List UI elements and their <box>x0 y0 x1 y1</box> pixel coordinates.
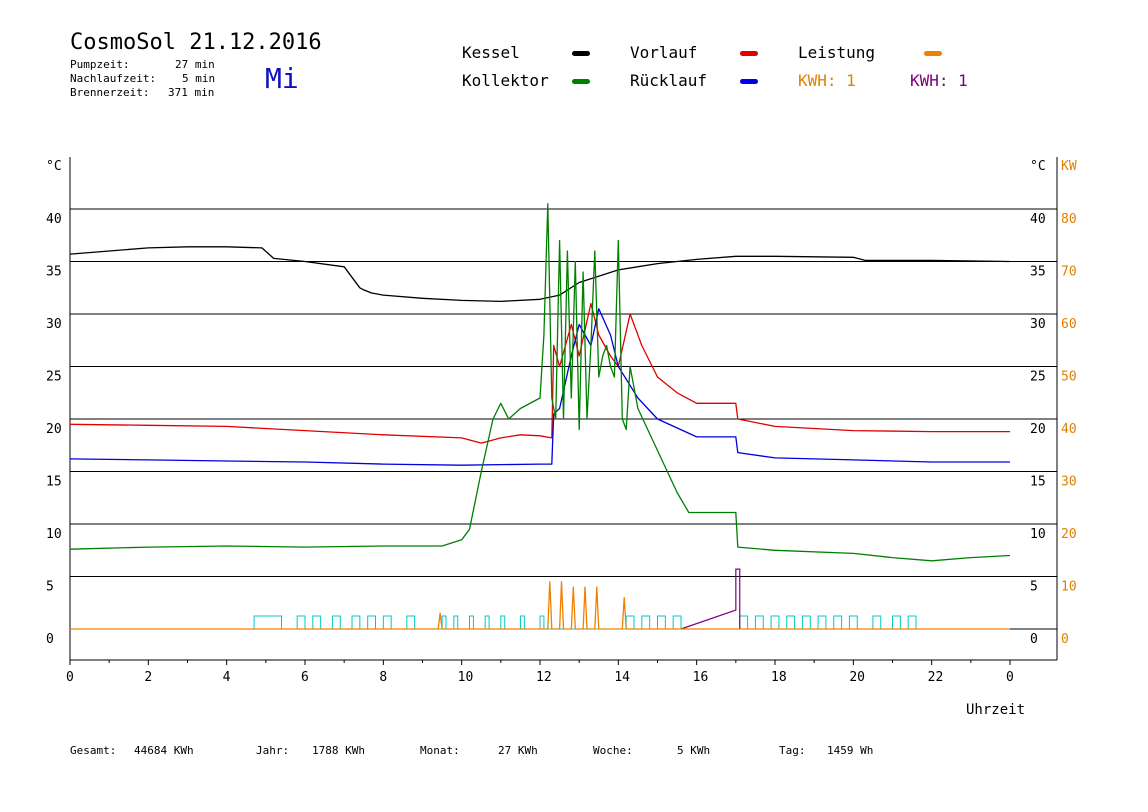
y-tick-label-power: 20 <box>1061 527 1077 542</box>
info-pumpzeit-label: Pumpzeit: <box>70 58 130 71</box>
x-axis-label: Uhrzeit <box>966 702 1025 718</box>
y-tick-label-left: 5 <box>46 580 54 595</box>
legend-label-ruecklauf: Rücklauf <box>630 71 708 90</box>
pump-signal-line <box>70 615 1010 630</box>
axes <box>69 157 1058 665</box>
y-tick-label-right: 35 <box>1030 265 1046 280</box>
legend-swatch-ruecklauf <box>740 79 758 84</box>
x-tick-label: 0 <box>1006 670 1014 685</box>
x-tick-label: 22 <box>928 670 944 685</box>
y-tick-label-power: 10 <box>1061 580 1077 595</box>
info-nachlauf-label: Nachlaufzeit: <box>70 72 157 85</box>
series-line-rcklauf <box>69 308 1010 466</box>
stat-monat-value: 27 KWh <box>498 744 538 757</box>
y-tick-label-power: 60 <box>1061 317 1077 332</box>
info-nachlauf-value: 5 min <box>182 72 216 85</box>
y-tick-label-left: 35 <box>46 265 62 280</box>
y-tick-label-power: 0 <box>1061 632 1069 647</box>
y-tick-label-right: 20 <box>1030 422 1046 437</box>
day-label: Mi <box>265 62 299 95</box>
y-tick-label-power: 70 <box>1061 265 1077 280</box>
x-tick-label: 10 <box>458 670 474 685</box>
y-tick-label-left: 40 <box>46 212 62 227</box>
y-tick-label-right: 25 <box>1030 370 1046 385</box>
stat-woche-value: 5 KWh <box>677 744 711 757</box>
y-tick-label-power: 80 <box>1061 212 1077 227</box>
x-tick-label: 2 <box>144 670 152 685</box>
x-tick-label: 12 <box>536 670 552 685</box>
y-tick-label-right: 40 <box>1030 212 1046 227</box>
stat-tag-label: Tag: <box>779 744 806 757</box>
series <box>69 203 1011 630</box>
x-tick-label: 20 <box>849 670 865 685</box>
x-tick-label: 14 <box>614 670 630 685</box>
x-tick-label: 6 <box>301 670 309 685</box>
legend-label-vorlauf: Vorlauf <box>630 43 698 62</box>
kwh-label-brenner: KWH: 1 <box>910 71 968 90</box>
stat-jahr-value: 1788 KWh <box>312 744 365 757</box>
stat-jahr-label: Jahr: <box>256 744 290 757</box>
legend-swatch-kollektor <box>572 79 590 84</box>
legend-swatch-vorlauf <box>740 51 758 56</box>
y-tick-label-left: 30 <box>46 317 62 332</box>
y-tick-label-power: 50 <box>1061 370 1077 385</box>
y-tick-label-left: 15 <box>46 475 62 490</box>
legend-label-kessel: Kessel <box>462 43 520 62</box>
x-tick-label: 18 <box>771 670 787 685</box>
series-line-kessel <box>69 246 1011 303</box>
y-tick-label-left: 10 <box>46 527 62 542</box>
burner-signal-line <box>680 568 741 630</box>
page-title: CosmoSol 21.12.2016 <box>70 30 322 55</box>
y-tick-label-right: 15 <box>1030 475 1046 490</box>
y-tick-label-right: 10 <box>1030 527 1046 542</box>
y-tick-label-left: 20 <box>46 422 62 437</box>
stat-woche-label: Woche: <box>593 744 633 757</box>
kwh-label-leistung: KWH: 1 <box>798 71 856 90</box>
y-axis-label-right: °C <box>1030 159 1046 174</box>
y-tick-label-left: 0 <box>46 632 54 647</box>
auxiliary-signals <box>70 568 1010 630</box>
info-pumpzeit-value: 27 min <box>175 58 215 71</box>
y-tick-label-power: 30 <box>1061 475 1077 490</box>
stat-gesamt-value: 44684 KWh <box>134 744 194 757</box>
legend-swatch-leistung <box>924 51 942 56</box>
x-tick-label: 4 <box>223 670 231 685</box>
legend-swatch-kessel <box>572 51 590 56</box>
y-tick-label-left: 25 <box>46 370 62 385</box>
y-tick-label-right: 5 <box>1030 580 1038 595</box>
y-axis-label-left: °C <box>46 159 62 174</box>
y-axis-label-power: KW <box>1061 159 1077 174</box>
x-tick-label: 8 <box>379 670 387 685</box>
series-line-leistung <box>70 581 1010 630</box>
stat-gesamt-label: Gesamt: <box>70 744 117 757</box>
series-line-vorlauf <box>69 302 1010 444</box>
y-tick-label-right: 0 <box>1030 632 1038 647</box>
x-tick-label: 0 <box>66 670 74 685</box>
x-tick-label: 16 <box>693 670 709 685</box>
y-tick-label-power: 40 <box>1061 422 1077 437</box>
info-brenner-value: 371 min <box>168 86 215 99</box>
stat-tag-value: 1459 Wh <box>827 744 874 757</box>
series-line-kollektor <box>69 203 1011 562</box>
legend-label-leistung: Leistung <box>798 43 876 62</box>
info-brenner-label: Brennerzeit: <box>70 86 150 99</box>
stat-monat-label: Monat: <box>420 744 460 757</box>
legend-label-kollektor: Kollektor <box>462 71 549 90</box>
y-tick-label-right: 30 <box>1030 317 1046 332</box>
